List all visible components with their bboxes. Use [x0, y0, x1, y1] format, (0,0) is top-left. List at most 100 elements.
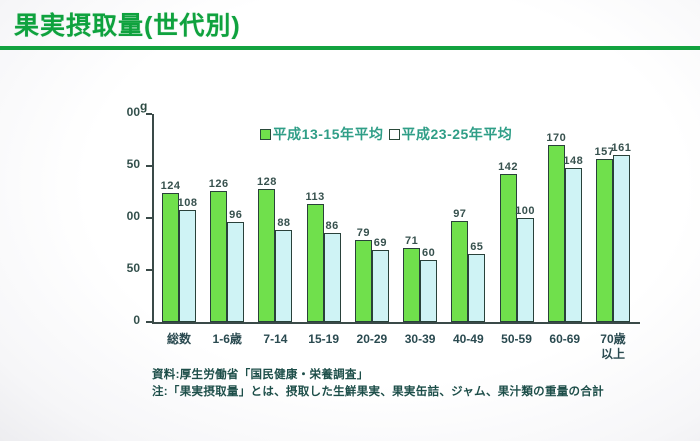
bar-column: 100	[515, 205, 535, 322]
bar-value-label: 148	[563, 155, 584, 168]
bar-h23-25	[371, 250, 389, 322]
bar-h13-15	[403, 248, 421, 322]
legend-label: 平成13-15年平均	[272, 126, 384, 142]
bar-value-label: 71	[404, 235, 419, 248]
bar-h13-15	[451, 221, 469, 322]
bar-column: 161	[611, 141, 632, 322]
bar-group: 79 69 20-29	[354, 227, 389, 346]
bar-h23-25	[179, 209, 196, 322]
bar-value-label: 88	[277, 217, 291, 230]
bar-value-label: 124	[160, 180, 181, 193]
bar-value-label: 126	[208, 177, 229, 190]
bar-value-label: 86	[325, 219, 339, 232]
bar-column: 60	[420, 247, 438, 322]
legend-swatch-green	[259, 128, 271, 140]
bar-h13-15	[306, 204, 324, 322]
legend-swatch-outline	[388, 128, 400, 140]
legend-label: 平成23-25年平均	[401, 126, 513, 142]
bar-h23-25	[516, 218, 534, 322]
category-label: 7-14	[263, 332, 288, 346]
bar-h23-25	[323, 232, 341, 322]
bar-value-label: 96	[229, 209, 243, 222]
bar-value-label: 170	[546, 132, 567, 145]
title-underline	[0, 46, 700, 50]
bar-group: 128 88 7-14	[257, 175, 293, 346]
bar-h13-15	[162, 193, 179, 322]
bar-column: 157	[594, 145, 615, 322]
definition-note: 注:「果実摂取量」とは、摂取した生鮮果実、果実缶詰、ジャム、果汁類の重量の合計	[152, 385, 604, 398]
bar-h23-25	[420, 259, 438, 322]
bar-value-label: 108	[177, 196, 198, 209]
y-axis-tick-label: 50	[126, 157, 140, 171]
category-label: 70歳 以上	[600, 332, 626, 361]
slide-header: 果実摂取量(世代別)	[0, 0, 700, 50]
y-axis-unit-label: g	[140, 99, 148, 113]
page-title: 果実摂取量(世代別)	[14, 12, 241, 40]
bar-value-label: 157	[594, 145, 615, 158]
bar-value-label: 97	[453, 208, 467, 221]
bar-h13-15	[595, 158, 613, 322]
bar-value-label: 128	[257, 175, 277, 188]
bar-column: 96	[227, 209, 245, 322]
bar-column: 126	[208, 177, 229, 322]
bar-column: 79	[354, 227, 372, 322]
category-label: 20-29	[356, 332, 388, 346]
bar-group: 157 161 70歳 以上	[594, 141, 632, 361]
bar-h13-15	[354, 239, 372, 322]
footnotes: 資料:厚生労働省「国民健康・栄養調査」 注:「果実摂取量」とは、摂取した生鮮果実…	[152, 367, 692, 400]
y-axis-tick-label: 00	[126, 105, 140, 119]
bar-value-label: 69	[373, 237, 387, 250]
bar-column: 71	[403, 235, 421, 322]
category-label: 60-69	[549, 332, 581, 346]
bar-h13-15	[499, 174, 517, 322]
bar-h23-25	[468, 254, 486, 322]
bar-h13-15	[547, 145, 565, 322]
bar-value-label: 161	[611, 141, 632, 154]
bar-h23-25	[227, 222, 245, 322]
legend-item-h23-25: 平成23-25年平均	[388, 124, 513, 144]
category-label: 15-19	[308, 332, 339, 346]
y-axis-tick-label: 50	[126, 261, 140, 275]
bar-column: 108	[177, 196, 198, 322]
bar-column: 86	[323, 219, 341, 322]
y-axis-tick	[146, 269, 152, 271]
bar-group: 71 60 30-39	[403, 235, 438, 346]
bar-column: 69	[371, 237, 389, 322]
category-label: 1-6歳	[212, 332, 242, 346]
source-note: 資料:厚生労働省「国民健康・栄養調査」	[152, 369, 369, 381]
bar-column: 88	[275, 217, 293, 322]
y-axis-tick	[146, 217, 152, 219]
bar-group: 170 148 60-69	[546, 132, 584, 346]
bar-value-label: 65	[470, 241, 484, 254]
y-axis-tick-label: 0	[133, 313, 140, 327]
bar-group: 124 108 総数	[160, 180, 198, 346]
bar-value-label: 113	[305, 191, 325, 204]
legend-item-h13-15: 平成13-15年平均	[259, 124, 384, 144]
y-axis-tick	[146, 113, 152, 115]
category-label: 40-49	[452, 332, 484, 346]
bar-group: 97 65 40-49	[451, 208, 486, 346]
bar-value-label: 100	[515, 205, 535, 217]
y-axis-tick	[146, 321, 152, 323]
y-axis-tick	[146, 165, 152, 167]
bar-h23-25	[275, 230, 293, 322]
bar-h23-25	[564, 168, 582, 322]
bar-h23-25	[612, 154, 630, 322]
category-label: 総数	[166, 332, 191, 346]
bar-column: 97	[451, 208, 469, 322]
bar-group: 126 96 1-6歳	[208, 177, 245, 346]
bar-group: 142 100 50-59	[498, 161, 535, 346]
y-axis-tick-label: 00	[126, 209, 140, 223]
bar-column: 128	[257, 175, 277, 322]
bar-h13-15	[258, 188, 276, 322]
legend: 平成13-15年平均 平成23-25年平均	[152, 124, 620, 144]
bar-column: 142	[498, 161, 517, 322]
bar-column: 113	[305, 191, 325, 322]
category-label: 50-59	[501, 332, 532, 346]
bar-column: 170	[546, 132, 567, 322]
bar-column: 65	[468, 241, 486, 322]
category-label: 30-39	[404, 332, 436, 346]
bar-column: 148	[563, 155, 584, 322]
